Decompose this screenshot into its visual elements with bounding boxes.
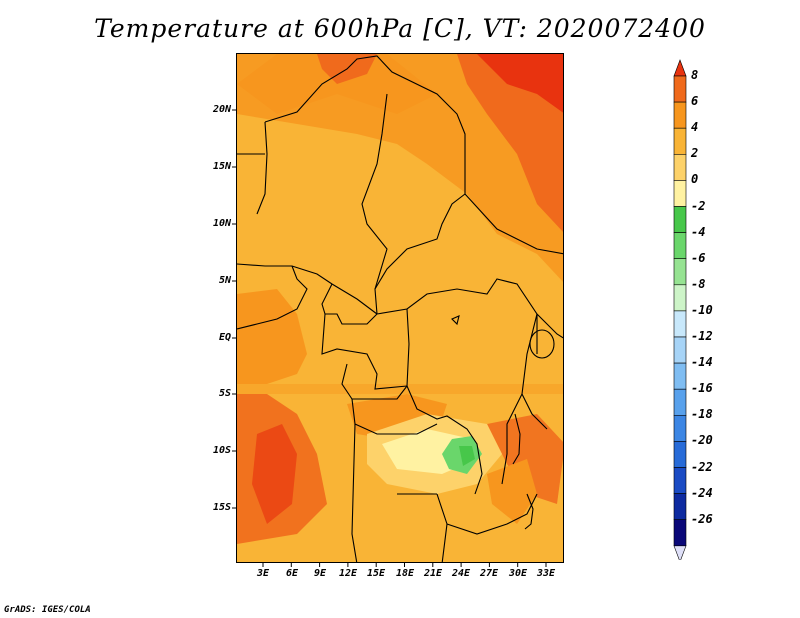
colorbar-segment xyxy=(673,101,687,129)
colorbar-segment xyxy=(673,362,687,390)
colorbar-label: 0 xyxy=(691,172,699,187)
field-cold-inner xyxy=(459,446,475,466)
country-borders xyxy=(237,55,563,562)
colorbar-label: 4 xyxy=(691,120,699,135)
colorbar-segment xyxy=(673,127,687,155)
colorbar-segment xyxy=(673,388,687,416)
x-tick-label: 33E xyxy=(536,568,556,579)
y-tick-label: 5N xyxy=(218,275,231,286)
credit-text: GrADS: IGES/COLA xyxy=(4,605,91,615)
y-tick-label: 15N xyxy=(212,161,231,172)
field-warm-south xyxy=(487,459,537,524)
colorbar-label: 6 xyxy=(691,94,699,109)
temperature-field xyxy=(237,54,563,562)
colorbar-label: 8 xyxy=(691,68,699,82)
colorbar-label: -26 xyxy=(691,511,713,526)
y-tick-label: 15S xyxy=(212,502,231,513)
colorbar-label: 2 xyxy=(691,146,699,161)
x-tick-label: 6E xyxy=(285,568,299,579)
colorbar-label: -2 xyxy=(691,198,706,213)
colorbar-max-arrow xyxy=(673,59,687,77)
x-tick-label: 12E xyxy=(338,568,358,579)
x-tick-label: 27E xyxy=(479,568,499,579)
colorbar-segment xyxy=(673,519,687,547)
x-tick-label: 18E xyxy=(395,568,415,579)
colorbar-segment xyxy=(673,258,687,286)
colorbar-label: -14 xyxy=(691,355,713,370)
y-tick-label: EQ xyxy=(218,332,231,343)
colorbar-segment xyxy=(673,467,687,494)
colorbar-label: -6 xyxy=(691,250,706,265)
x-tick-label: 24E xyxy=(451,568,471,579)
y-tick-label: 10S xyxy=(212,445,231,456)
colorbar-label: -20 xyxy=(691,433,713,448)
colorbar-label: -4 xyxy=(691,224,706,239)
colorbar-segment xyxy=(673,493,687,521)
colorbar-segment xyxy=(673,232,687,260)
field-band xyxy=(237,384,563,394)
colorbar-label: -16 xyxy=(691,381,713,396)
colorbar xyxy=(673,59,687,560)
colorbar-label: -18 xyxy=(691,407,713,422)
x-tick-label: 15E xyxy=(366,568,386,579)
colorbar-segment xyxy=(673,206,687,233)
colorbar-label: -22 xyxy=(691,459,713,474)
colorbar-segment xyxy=(673,310,687,338)
x-tick-label: 21E xyxy=(423,568,443,579)
colorbar-label: -12 xyxy=(691,329,713,343)
x-tick-label: 30E xyxy=(508,568,528,579)
colorbar-label: -8 xyxy=(691,276,706,291)
y-tick-label: 20N xyxy=(212,104,231,115)
field-base-south xyxy=(327,494,497,562)
field-hottest-sw xyxy=(252,424,297,524)
colorbar-segment xyxy=(673,441,687,468)
colorbar-min-arrow xyxy=(673,545,687,560)
y-tick-label: 10N xyxy=(212,218,231,229)
field-hottest-ne xyxy=(477,54,563,113)
colorbar-segment xyxy=(673,154,687,181)
colorbar-label: -24 xyxy=(691,485,713,500)
field-warm-north xyxy=(237,54,563,282)
field-hot-ne xyxy=(457,54,563,232)
colorbar-segment xyxy=(673,75,687,103)
colorbar-label: -10 xyxy=(691,302,713,317)
field-hot-se xyxy=(487,414,563,504)
y-tick-label: 5S xyxy=(218,388,231,399)
lakes xyxy=(451,315,555,530)
x-tick-label: 9E xyxy=(313,568,327,579)
x-tick-label: 3E xyxy=(256,568,270,579)
colorbar-segment xyxy=(673,414,687,442)
colorbar-segment xyxy=(673,284,687,312)
temperature-map xyxy=(236,53,564,563)
colorbar-segment xyxy=(673,180,687,207)
map-title: Temperature at 600hPa [C], VT: 202007240… xyxy=(94,14,706,43)
colorbar-segment xyxy=(673,336,687,364)
